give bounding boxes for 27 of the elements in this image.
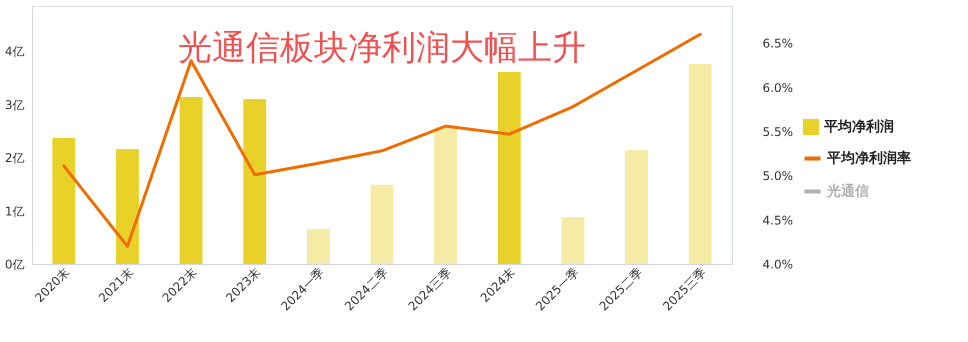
bar bbox=[625, 150, 648, 264]
bar bbox=[434, 127, 458, 264]
bar bbox=[370, 184, 394, 264]
bar bbox=[180, 96, 203, 264]
text: 光通信板块净利润大幅上升 bbox=[178, 28, 586, 68]
y2-tick-label: 4.0% bbox=[762, 258, 793, 272]
bar bbox=[498, 72, 521, 264]
bar bbox=[306, 228, 330, 264]
y2-tick-label: 5.5% bbox=[762, 124, 793, 139]
y2-tick-label: 4.5% bbox=[762, 213, 793, 228]
y-tick-label: 1亿 bbox=[4, 204, 24, 218]
bar bbox=[243, 99, 266, 264]
y-tick-label: 4亿 bbox=[4, 44, 24, 59]
legend-label: 平均净利润 bbox=[823, 118, 894, 135]
line-series bbox=[62, 32, 702, 248]
bar bbox=[116, 149, 139, 264]
y-tick-label: 3亿 bbox=[4, 98, 24, 112]
y-tick-label: 2亿 bbox=[4, 151, 24, 166]
bar bbox=[688, 64, 712, 264]
y2-tick-label: 6.5% bbox=[762, 36, 793, 51]
bar bbox=[52, 138, 76, 264]
y2-tick-label: 6.0% bbox=[762, 80, 793, 95]
legend-label: 平均净利润率 bbox=[826, 150, 911, 166]
legend-label: 光通信 bbox=[826, 182, 869, 200]
bar bbox=[561, 217, 584, 264]
y2-tick-label: 5.0% bbox=[762, 169, 793, 184]
y-tick-label: 0亿 bbox=[4, 258, 24, 272]
